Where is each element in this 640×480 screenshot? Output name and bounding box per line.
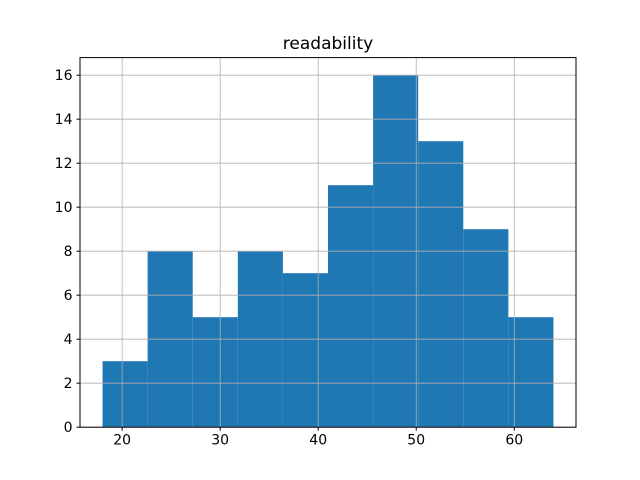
y-tick-label: 4: [64, 332, 73, 348]
histogram-bar: [463, 229, 509, 428]
y-tick-label: 10: [55, 200, 73, 216]
x-tick-label: 40: [309, 433, 327, 449]
histogram-bar: [102, 361, 148, 428]
histogram-bar: [508, 317, 554, 428]
x-tick-label: 60: [505, 433, 523, 449]
chart-title: readability: [283, 34, 373, 54]
y-tick-label: 0: [64, 420, 73, 436]
plot-border: [79, 57, 577, 428]
y-tick-label: 8: [64, 244, 73, 260]
histogram-bar: [192, 317, 238, 428]
x-tick-label: 30: [211, 433, 229, 449]
y-tick-label: 16: [55, 68, 73, 84]
histogram-bar: [328, 185, 374, 428]
histogram-bar: [418, 141, 464, 428]
bars-layer: [102, 75, 554, 428]
y-tick-label: 12: [55, 156, 73, 172]
y-tick-label: 2: [64, 376, 73, 392]
histogram-bar: [282, 273, 328, 428]
x-tick-label: 20: [113, 433, 131, 449]
axes-layer: 20 30 40 50 60 0 2 4 6 8 10 12 14 16: [55, 57, 577, 449]
y-tick-label: 14: [55, 112, 73, 128]
x-tick-label: 50: [407, 433, 425, 449]
y-tick-label: 6: [64, 288, 73, 304]
grid-layer: [80, 57, 576, 428]
